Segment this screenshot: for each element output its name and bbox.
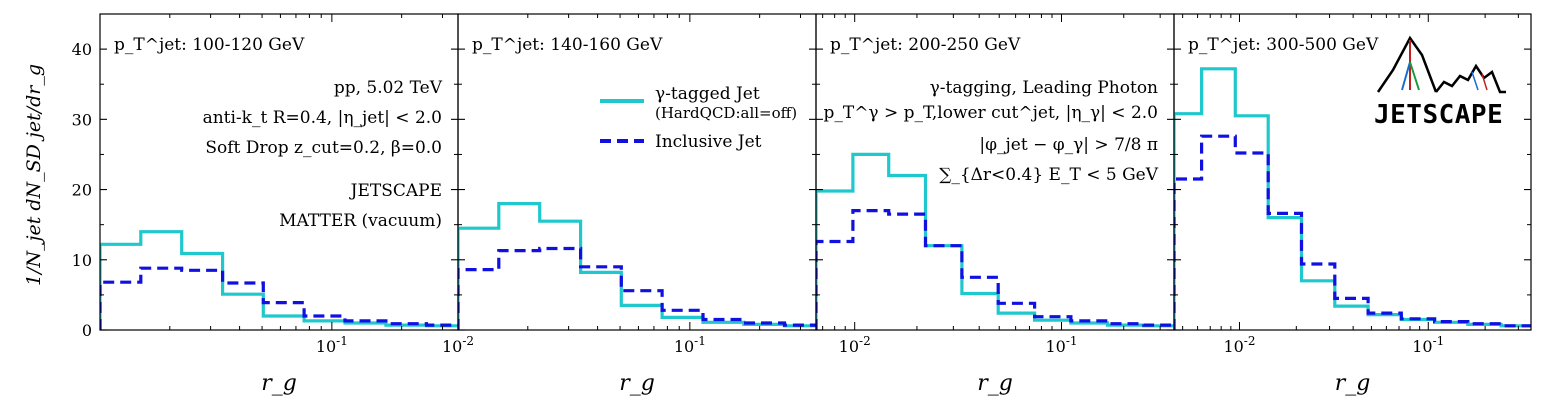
annotation-jet-def: anti-k_t R=0.4, |η_jet| < 2.0 [203, 108, 442, 128]
annotation-collision: pp, 5.02 TeV [334, 78, 443, 98]
annotation-gamma-tagging: γ-tagging, Leading Photon [930, 78, 1158, 98]
x-tick-label: 10-1 [1412, 334, 1444, 356]
legend-label-gamma: γ-tagged Jet [655, 84, 760, 104]
series-gamma-tagged-panel-2 [458, 202, 816, 330]
panel-4: 10-2 10-1 r_g p_T^jet: 300-500 GeV [1173, 13, 1532, 396]
x-axis-label: r_g [1335, 371, 1371, 396]
panel-3: 10-2 10-1 r_g p_T^jet: 200-250 GeV [815, 13, 1175, 396]
panel3-annotations: γ-tagging, Leading Photon p_T^γ > p_T,lo… [823, 78, 1158, 185]
x-tick-label: 10-2 [1223, 334, 1255, 356]
y-axis-label: 1/N_jet dN_SD jet/dr_g [23, 64, 45, 286]
panel-title: p_T^jet: 200-250 GeV [830, 35, 1021, 55]
annotation-phi-cut: |φ_jet − φ_γ| > 7/8 π [979, 135, 1158, 155]
x-axis-label: r_g [977, 371, 1013, 396]
annotation-matter: MATTER (vacuum) [279, 211, 442, 231]
series-gamma-tagged-panel-1 [100, 230, 458, 330]
y-tick-label: 20 [72, 181, 92, 200]
panel-title: p_T^jet: 100-120 GeV [114, 35, 305, 55]
y-tick-label: 40 [72, 40, 92, 59]
logo-text: JETSCAPE [1374, 100, 1503, 130]
x-axis-label: r_g [261, 371, 297, 396]
annotation-soft-drop: Soft Drop z_cut=0.2, β=0.0 [205, 138, 442, 158]
x-tick-label: 10-1 [674, 334, 706, 356]
x-tick-label: 10-2 [839, 334, 871, 356]
panel1-annotations: pp, 5.02 TeV anti-k_t R=0.4, |η_jet| < 2… [203, 78, 443, 231]
y-tick-label: 30 [72, 110, 92, 129]
panel-2: 10-2 10-1 r_g p_T^jet: 140-160 GeV [442, 13, 817, 396]
y-tick-label: 0 [82, 321, 92, 340]
series-inclusive-panel-1 [100, 266, 458, 330]
panel-frame [457, 13, 817, 331]
panel-title: p_T^jet: 140-160 GeV [472, 35, 663, 55]
legend-label-inclusive: Inclusive Jet [655, 132, 762, 152]
panel-frame [99, 13, 459, 331]
panel-1: 0 10 20 30 40 10-1 r_g p_T^jet: 100-120 GeV [72, 13, 459, 396]
series-inclusive-panel-3 [816, 209, 1174, 330]
annotation-jetscape: JETSCAPE [349, 181, 442, 201]
legend: γ-tagged Jet (HardQCD:all=off) Inclusive… [600, 84, 797, 152]
jetscape-logo: JETSCAPE [1374, 35, 1506, 130]
panel-frame [1173, 13, 1532, 331]
annotation-pt-cut: p_T^γ > p_T,lower cut^jet, |η_γ| < 2.0 [823, 103, 1158, 123]
x-tick-label: 10-2 [442, 334, 474, 356]
x-tick-label: 10-1 [316, 334, 348, 356]
series-inclusive-panel-2 [458, 246, 816, 330]
legend-sublabel-gamma: (HardQCD:all=off) [655, 104, 797, 122]
panel-title: p_T^jet: 300-500 GeV [1188, 35, 1379, 55]
y-tick-label: 10 [72, 251, 92, 270]
series-inclusive-panel-4 [1174, 134, 1531, 330]
y-axis-label-text: 1/N_jet dN_SD jet/dr_g [23, 64, 45, 286]
annotation-isolation: ∑_{Δr<0.4} E_T < 5 GeV [939, 165, 1159, 185]
x-tick-label: 10-1 [1045, 334, 1077, 356]
x-axis-label: r_g [619, 371, 655, 396]
